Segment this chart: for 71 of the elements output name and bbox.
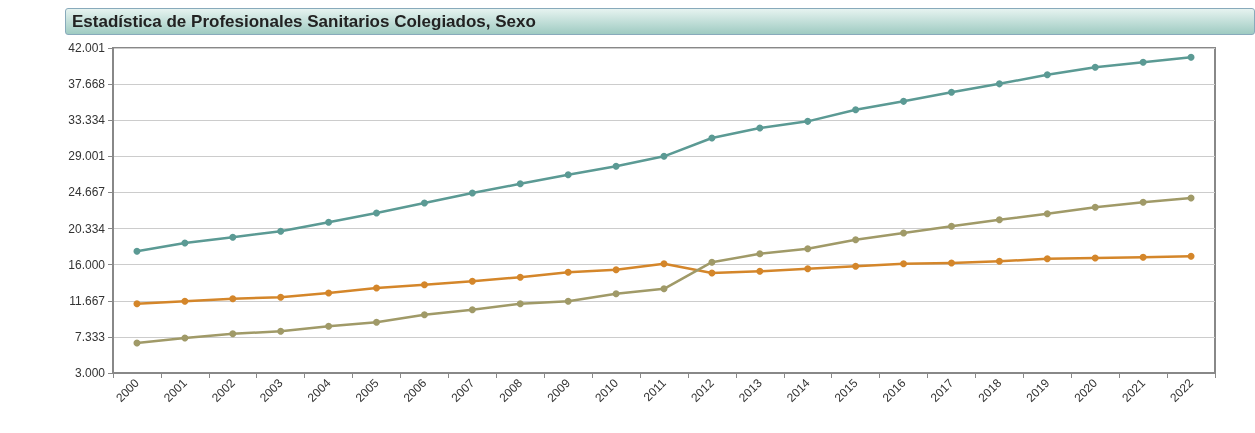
point [995, 216, 1003, 224]
point [564, 268, 572, 276]
point [181, 297, 189, 305]
point [277, 293, 285, 301]
point [756, 267, 764, 275]
point [995, 80, 1003, 88]
point [852, 236, 860, 244]
point [1043, 71, 1051, 79]
point [229, 295, 237, 303]
point [277, 227, 285, 235]
y-tick-label: 29.001 [68, 149, 106, 164]
point [229, 330, 237, 338]
point [708, 258, 716, 266]
point [852, 106, 860, 114]
point [325, 322, 333, 330]
point [133, 300, 141, 308]
y-tick-label: 42.001 [68, 41, 106, 55]
point [420, 199, 428, 207]
point [420, 281, 428, 289]
point [852, 262, 860, 270]
y-tick-label: 7.333 [74, 329, 106, 344]
point [373, 284, 381, 292]
point [947, 222, 955, 230]
point [1043, 255, 1051, 263]
point [468, 306, 476, 314]
point [1139, 198, 1147, 206]
point [756, 250, 764, 258]
point [804, 117, 812, 125]
point [516, 300, 524, 308]
y-tick-label: 33.334 [68, 113, 106, 128]
y-tick-label: 24.667 [68, 185, 106, 200]
y-tick-label: 20.334 [68, 221, 106, 236]
point [373, 318, 381, 326]
y-tick-label: 37.668 [68, 77, 106, 92]
point [612, 162, 620, 170]
point [373, 209, 381, 217]
point [804, 245, 812, 253]
point [804, 265, 812, 273]
point [1091, 203, 1099, 211]
point [1187, 252, 1195, 260]
point [1139, 58, 1147, 66]
point [516, 180, 524, 188]
point [900, 260, 908, 268]
point [1043, 210, 1051, 218]
point [325, 289, 333, 297]
y-tick-label: 11.667 [69, 293, 106, 308]
chart-title: Estadística de Profesionales Sanitarios Colegiados, Sexo [65, 8, 1255, 35]
point [468, 277, 476, 285]
point [564, 171, 572, 179]
point [564, 297, 572, 305]
point [420, 311, 428, 319]
point [229, 233, 237, 241]
point [277, 327, 285, 335]
point [660, 152, 668, 160]
point [1091, 63, 1099, 71]
point [1187, 53, 1195, 61]
point [612, 266, 620, 274]
point [995, 257, 1003, 265]
point [900, 229, 908, 237]
point [325, 218, 333, 226]
point [947, 88, 955, 96]
y-tick-label: 16.000 [68, 257, 106, 272]
point [516, 273, 524, 281]
point [1091, 254, 1099, 262]
y-tick-label: 3.000 [74, 366, 106, 380]
point [133, 247, 141, 255]
point [468, 189, 476, 197]
point [1139, 253, 1147, 261]
point [947, 259, 955, 267]
point [900, 97, 908, 105]
point [612, 290, 620, 298]
